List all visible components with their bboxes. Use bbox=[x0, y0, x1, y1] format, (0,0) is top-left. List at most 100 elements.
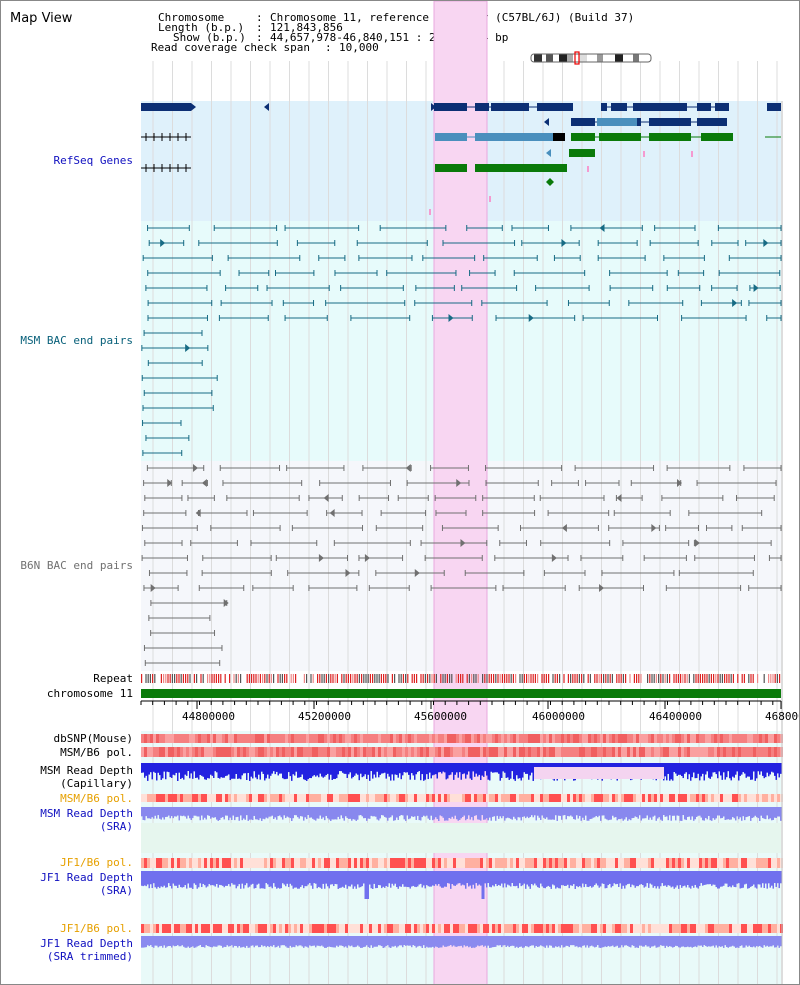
msm-b6-pol-cell bbox=[156, 747, 159, 757]
msm-cap-depth-bar bbox=[705, 763, 707, 775]
jf1-trim-depth-bar bbox=[450, 936, 452, 946]
jf1-sra-depth-bar bbox=[220, 871, 222, 886]
jf1-b6-pol-cell bbox=[165, 858, 168, 868]
track-label-refseq[interactable]: RefSeq Genes bbox=[53, 154, 133, 167]
dbsnp-cell bbox=[729, 734, 732, 743]
msm-b6-pol2-cell bbox=[144, 794, 147, 802]
msm-cap-depth-bar bbox=[351, 763, 353, 779]
msm-sra-depth-bar bbox=[568, 807, 570, 817]
jf1-trim-depth-bar bbox=[492, 936, 494, 948]
msm-cap-depth-bar bbox=[664, 763, 666, 777]
msm-sra-depth-bar bbox=[744, 807, 746, 821]
jf1-b6-pol2-cell bbox=[339, 924, 342, 933]
msm-cap-depth-bar bbox=[382, 763, 384, 774]
jf1-b6-pol2-cell bbox=[660, 924, 663, 933]
jf1-b6-pol-cell bbox=[762, 858, 765, 868]
ideogram-band bbox=[603, 54, 615, 62]
jf1-b6-pol-cell bbox=[570, 858, 573, 868]
jf1-trim-depth-bar bbox=[283, 936, 285, 946]
msm-b6-pol2-cell bbox=[714, 794, 717, 802]
msm-sra-depth-bar bbox=[405, 807, 407, 821]
jf1-b6-pol-cell bbox=[648, 858, 651, 868]
track-label-msm-b6-pol-1[interactable]: MSM/B6 pol. bbox=[60, 746, 133, 759]
jf1-sra-depth-bar bbox=[180, 871, 182, 888]
chromosome-bar bbox=[141, 689, 781, 698]
repeat-element bbox=[728, 674, 730, 683]
msm-b6-pol2-cell bbox=[201, 794, 204, 802]
repeat-element bbox=[202, 674, 204, 683]
repeat-element bbox=[741, 674, 743, 683]
track-label-msm-b6-pol-2[interactable]: MSM/B6 pol. bbox=[60, 792, 133, 805]
msm-b6-pol2-cell bbox=[552, 794, 555, 802]
track-label-dbsnp[interactable]: dbSNP(Mouse) bbox=[53, 732, 133, 745]
jf1-b6-pol-cell bbox=[657, 858, 660, 868]
jf1-trim-depth-bar bbox=[496, 936, 498, 946]
msm-b6-pol2-cell bbox=[732, 794, 735, 802]
msm-cap-depth-bar bbox=[217, 763, 219, 778]
jf1-trim-depth-bar bbox=[522, 936, 524, 948]
msm-b6-pol2-cell bbox=[768, 794, 771, 802]
msm-b6-pol2-cell bbox=[597, 794, 600, 802]
msm-cap-depth-bar bbox=[156, 763, 158, 781]
track-label-jf1-depth-trim-line1[interactable]: JF1 Read Depth bbox=[40, 937, 133, 950]
msm-b6-pol2-cell bbox=[576, 794, 579, 802]
msm-b6-pol2-cell bbox=[738, 794, 741, 802]
jf1-trim-depth-bar bbox=[595, 936, 597, 947]
track-label-repeat[interactable]: Repeat bbox=[93, 672, 133, 685]
jf1-sra-depth-bar bbox=[178, 871, 180, 885]
msm-sra-depth-bar bbox=[246, 807, 248, 816]
msm-sra-depth-bar bbox=[774, 807, 776, 818]
jf1-b6-pol-cell bbox=[171, 858, 174, 868]
jf1-trim-depth-bar bbox=[753, 936, 755, 947]
track-label-jf1-b6-pol-2[interactable]: JF1/B6 pol. bbox=[60, 922, 133, 935]
msm-cap-depth-bar bbox=[189, 763, 191, 779]
track-label-msm-bac[interactable]: MSM BAC end pairs bbox=[20, 334, 133, 347]
repeat-element bbox=[640, 674, 642, 683]
msm-cap-depth-bar bbox=[241, 763, 243, 776]
track-label-msm-depth-sra-line1[interactable]: MSM Read Depth bbox=[40, 807, 133, 820]
jf1-sra-depth-bar bbox=[246, 871, 248, 884]
track-label-chromosome[interactable]: chromosome 11 bbox=[46, 687, 133, 700]
jf1-trim-depth-bar bbox=[328, 936, 330, 947]
jf1-b6-pol2-cell bbox=[720, 924, 723, 933]
jf1-trim-depth-bar bbox=[423, 936, 425, 946]
track-label-b6n-bac[interactable]: B6N BAC end pairs bbox=[20, 559, 133, 572]
jf1-trim-depth-bar bbox=[198, 936, 200, 946]
msm-cap-depth-bar bbox=[213, 763, 215, 778]
track-label-msm-depth-cap-line1[interactable]: MSM Read Depth bbox=[40, 764, 133, 777]
msm-b6-pol2-cell bbox=[357, 794, 360, 802]
msm-b6-pol-cell bbox=[348, 747, 351, 757]
msm-b6-pol-cell bbox=[705, 747, 708, 757]
msm-b6-pol-cell bbox=[168, 747, 171, 757]
jf1-trim-depth-bar bbox=[697, 936, 699, 946]
msm-sra-depth-bar bbox=[574, 807, 576, 820]
track-label-jf1-b6-pol-1[interactable]: JF1/B6 pol. bbox=[60, 856, 133, 869]
msm-cap-depth-bar bbox=[322, 763, 324, 778]
jf1-trim-depth-bar bbox=[642, 936, 644, 947]
msm-sra-depth-bar bbox=[673, 807, 675, 816]
msm-sra-depth-bar bbox=[750, 807, 752, 821]
track-label-jf1-depth-sra-line1[interactable]: JF1 Read Depth bbox=[40, 871, 133, 884]
jf1-b6-pol-cell bbox=[684, 858, 687, 868]
jf1-trim-depth-bar bbox=[165, 936, 167, 948]
msm-b6-pol2-cell bbox=[747, 794, 750, 802]
repeat-element bbox=[704, 674, 706, 683]
jf1-trim-depth-bar bbox=[660, 936, 662, 946]
repeat-element bbox=[490, 674, 492, 683]
jf1-trim-depth-bar bbox=[234, 936, 236, 946]
msm-b6-pol2-cell bbox=[198, 794, 201, 802]
msm-b6-pol2-cell bbox=[462, 794, 465, 802]
jf1-trim-depth-bar bbox=[366, 936, 368, 946]
msm-sra-depth-bar bbox=[442, 807, 444, 818]
jf1-b6-pol2-cell bbox=[342, 924, 345, 933]
msm-cap-depth-bar bbox=[216, 763, 218, 773]
dbsnp-cell bbox=[639, 734, 642, 743]
msm-b6-pol2-cell bbox=[762, 794, 765, 802]
jf1-b6-pol2-cell bbox=[219, 924, 222, 933]
msm-b6-pol-cell bbox=[693, 747, 696, 757]
jf1-b6-pol-cell bbox=[558, 858, 561, 868]
msm-sra-depth-bar bbox=[646, 807, 648, 816]
repeat-element bbox=[763, 674, 765, 683]
